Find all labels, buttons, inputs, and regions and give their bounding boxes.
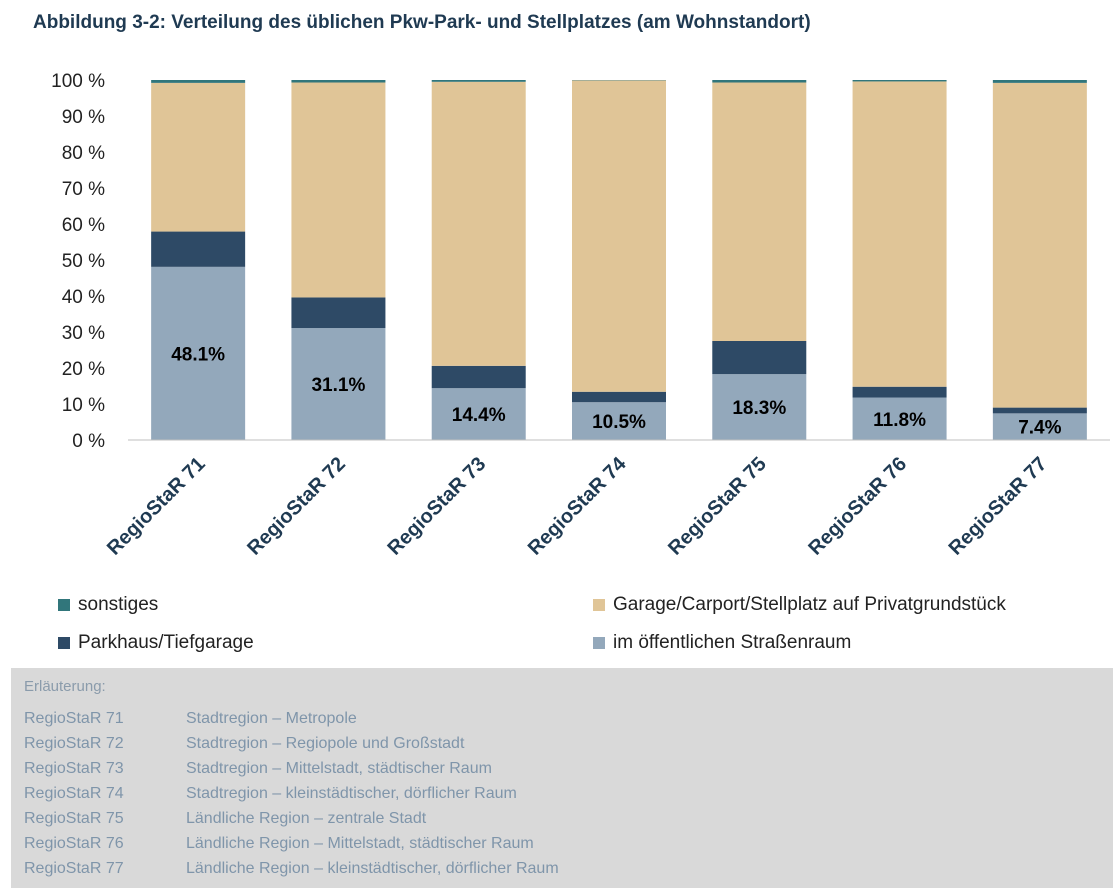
bar-segment bbox=[151, 82, 246, 232]
explanation-row: RegioStaR 73 Stadtregion – Mittelstadt, … bbox=[24, 756, 559, 781]
bar-segment bbox=[712, 341, 807, 375]
data-label: 48.1% bbox=[171, 344, 225, 365]
x-tick-label: RegioStaR 77 bbox=[945, 453, 1052, 560]
y-tick-label: 0 % bbox=[72, 431, 105, 452]
explanation-row: RegioStaR 71 Stadtregion – Metropole bbox=[24, 706, 559, 731]
bar-segment bbox=[572, 80, 666, 392]
explanation-code: RegioStaR 76 bbox=[24, 834, 124, 852]
data-label: 11.8% bbox=[873, 410, 926, 431]
legend-label-garage: Garage/Carport/Stellplatz auf Privatgrun… bbox=[613, 594, 1006, 615]
bar-segment bbox=[992, 82, 1087, 408]
bar-segment bbox=[291, 82, 386, 298]
explanation-code: RegioStaR 75 bbox=[24, 809, 124, 827]
legend-label-parkhaus: Parkhaus/Tiefgarage bbox=[78, 632, 254, 653]
explanation-desc: Ländliche Region – zentrale Stadt bbox=[186, 809, 427, 827]
legend-item-strassenraum: im öffentlichen Straßenraum bbox=[593, 632, 851, 654]
legend-swatch-garage bbox=[593, 599, 605, 611]
bar-segment bbox=[992, 80, 1087, 83]
x-tick-label: RegioStaR 75 bbox=[664, 453, 771, 560]
bar-segment bbox=[712, 82, 807, 342]
bar-segment bbox=[151, 266, 246, 440]
explanation-desc: Stadtregion – kleinstädtischer, dörflich… bbox=[186, 784, 517, 802]
stacked-bar-chart: 0 % 10 % 20 % 30 % 40 % 50 % 60 % 70 % 80 % 90 % 1… bbox=[51, 71, 1110, 560]
bar-segment bbox=[431, 365, 526, 389]
explanation-list: RegioStaR 71 Stadtregion – Metropole Reg… bbox=[24, 706, 559, 881]
y-tick-label: 50 % bbox=[62, 251, 105, 272]
legend-item-parkhaus: Parkhaus/Tiefgarage bbox=[58, 632, 254, 654]
data-label: 14.4% bbox=[452, 405, 506, 426]
y-tick-label: 40 % bbox=[62, 287, 105, 308]
explanation-heading: Erläuterung: bbox=[24, 678, 106, 695]
bar-segment bbox=[572, 391, 666, 403]
y-tick-label: 80 % bbox=[62, 143, 105, 164]
bar-segment bbox=[712, 374, 807, 440]
explanation-code: RegioStaR 73 bbox=[24, 759, 124, 777]
legend-swatch-parkhaus bbox=[58, 637, 70, 649]
data-label: 7.4% bbox=[1018, 418, 1061, 439]
legend-label-sonstiges: sonstiges bbox=[78, 594, 159, 615]
explanation-row: RegioStaR 76 Ländliche Region – Mittelst… bbox=[24, 831, 559, 856]
legend-item-sonstiges: sonstiges bbox=[58, 594, 158, 616]
y-tick-label: 90 % bbox=[62, 107, 105, 128]
explanation-row: RegioStaR 74 Stadtregion – kleinstädtisc… bbox=[24, 781, 559, 806]
bar-segment bbox=[992, 413, 1087, 440]
explanation-code: RegioStaR 77 bbox=[24, 859, 124, 877]
bar-segment bbox=[291, 80, 386, 83]
explanation-desc: Stadtregion – Regiopole und Großstadt bbox=[186, 734, 465, 752]
explanation-desc: Ländliche Region – kleinstädtischer, dör… bbox=[186, 859, 559, 877]
y-tick-label: 70 % bbox=[62, 179, 105, 200]
bar-segment bbox=[572, 402, 666, 440]
bar-segment bbox=[852, 81, 947, 387]
bar-segment bbox=[712, 80, 807, 83]
data-label: 18.3% bbox=[732, 398, 786, 419]
x-tick-label: RegioStaR 76 bbox=[804, 453, 911, 560]
legend-item-garage: Garage/Carport/Stellplatz auf Privatgrun… bbox=[593, 594, 1006, 616]
explanation-code: RegioStaR 71 bbox=[24, 709, 124, 727]
explanation-desc: Stadtregion – Metropole bbox=[186, 709, 357, 727]
bar-segment bbox=[151, 80, 246, 83]
explanation-desc: Stadtregion – Mittelstadt, städtischer R… bbox=[186, 759, 492, 777]
y-tick-label: 20 % bbox=[62, 359, 105, 380]
legend-label-strassenraum: im öffentlichen Straßenraum bbox=[613, 632, 852, 653]
x-tick-label: RegioStaR 71 bbox=[103, 453, 210, 560]
bar-segment bbox=[431, 388, 526, 440]
explanation-code: RegioStaR 72 bbox=[24, 734, 124, 752]
bar-segment bbox=[852, 397, 947, 440]
bar-segment bbox=[291, 328, 386, 440]
y-tick-label: 100 % bbox=[51, 71, 105, 92]
chart-title: Abbildung 3-2: Verteilung des üblichen P… bbox=[33, 12, 811, 33]
explanation-box: Erläuterung: RegioStaR 71 Stadtregion – … bbox=[11, 668, 1113, 888]
y-tick-label: 10 % bbox=[62, 395, 105, 416]
bar-segment bbox=[151, 231, 246, 267]
y-tick-label: 60 % bbox=[62, 215, 105, 236]
explanation-code: RegioStaR 74 bbox=[24, 784, 124, 802]
bar-segment bbox=[992, 407, 1087, 414]
bar-segment bbox=[852, 386, 947, 398]
data-label: 10.5% bbox=[592, 412, 646, 433]
bar-segment bbox=[431, 80, 526, 82]
bar-segment bbox=[852, 80, 947, 82]
explanation-row: RegioStaR 77 Ländliche Region – kleinstä… bbox=[24, 856, 559, 881]
bar-segment bbox=[291, 297, 386, 329]
y-tick-label: 30 % bbox=[62, 323, 105, 344]
explanation-row: RegioStaR 72 Stadtregion – Regiopole und… bbox=[24, 731, 559, 756]
legend-swatch-strassenraum bbox=[593, 637, 605, 649]
x-tick-label: RegioStaR 74 bbox=[524, 452, 631, 559]
bar-segment bbox=[431, 81, 526, 366]
legend-swatch-sonstiges bbox=[58, 599, 70, 611]
explanation-row: RegioStaR 75 Ländliche Region – zentrale… bbox=[24, 806, 559, 831]
explanation-desc: Ländliche Region – Mittelstadt, städtisc… bbox=[186, 834, 534, 852]
data-label: 31.1% bbox=[311, 375, 365, 396]
x-tick-label: RegioStaR 72 bbox=[243, 453, 350, 560]
x-tick-label: RegioStaR 73 bbox=[384, 453, 491, 560]
